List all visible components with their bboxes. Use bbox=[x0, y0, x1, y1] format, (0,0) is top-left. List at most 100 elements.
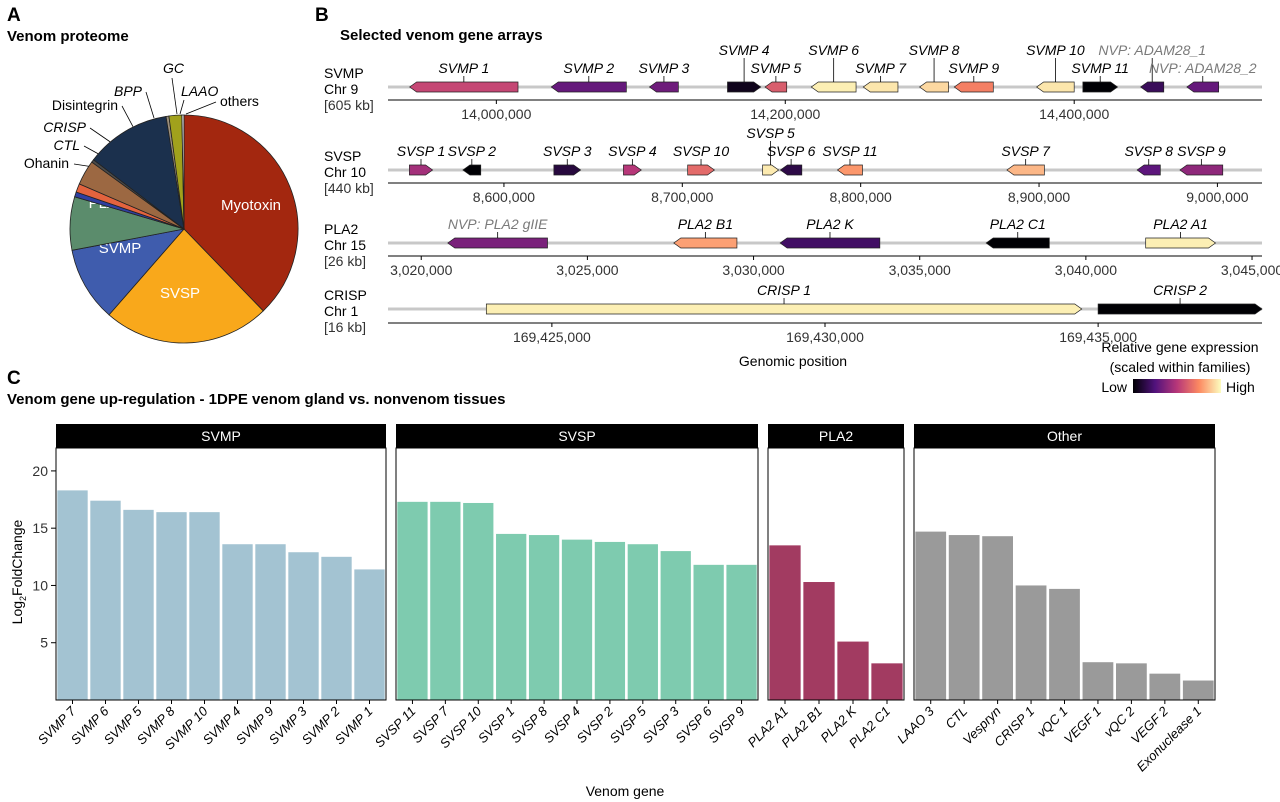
x-tick-label: CTL bbox=[942, 704, 970, 732]
bar-vqc-2 bbox=[1116, 663, 1147, 700]
legend-gradient-bar bbox=[1133, 379, 1221, 393]
gene-label: SVSP 5 bbox=[746, 125, 795, 141]
gene-svsp-5 bbox=[762, 164, 780, 176]
gene-svsp-1 bbox=[409, 164, 434, 176]
bar-svmp-7 bbox=[57, 490, 88, 700]
gene-array-xlabel: Genomic position bbox=[739, 353, 847, 369]
bar-svmp-2 bbox=[321, 556, 352, 700]
gene-label: SVMP 6 bbox=[808, 42, 859, 58]
track-tick-label: 8,700,000 bbox=[651, 189, 713, 205]
gene-label: PLA2 C1 bbox=[990, 216, 1046, 232]
pie-label-ctl: CTL bbox=[54, 137, 80, 153]
gene-label: SVMP 3 bbox=[639, 60, 690, 76]
gene-nvp-adam28-1 bbox=[1140, 81, 1165, 93]
bar-svsp-11 bbox=[397, 501, 428, 700]
gene-label: SVMP 4 bbox=[719, 42, 770, 58]
bar-laao-3 bbox=[915, 531, 947, 700]
track-chromosome: Chr 9 bbox=[324, 81, 358, 97]
panel-label-c: C bbox=[7, 368, 21, 389]
track-name: SVMP bbox=[324, 65, 364, 81]
gene-svmp-6 bbox=[810, 81, 857, 93]
track-tick-label: 14,400,000 bbox=[1039, 106, 1109, 122]
gene-label: SVMP 5 bbox=[750, 60, 801, 76]
facet-strip bbox=[396, 424, 758, 448]
track-name: PLA2 bbox=[324, 221, 358, 237]
gene-svsp-8 bbox=[1136, 164, 1161, 176]
gene-label: SVMP 11 bbox=[1071, 60, 1129, 76]
gene-label: SVSP 2 bbox=[448, 143, 497, 159]
x-tick-label: VEGF 1 bbox=[1061, 704, 1104, 747]
gene-label: CRISP 1 bbox=[757, 282, 811, 298]
pie-title: Venom proteome bbox=[7, 28, 129, 45]
y-tick-label: 10 bbox=[32, 577, 48, 593]
track-size: [605 kb] bbox=[324, 97, 374, 113]
pie-leader-others bbox=[185, 101, 217, 115]
legend-low-label: Low bbox=[1101, 379, 1128, 395]
bar-svmp-1 bbox=[354, 569, 385, 700]
bar-svsp-5 bbox=[627, 544, 658, 700]
bar-svsp-1 bbox=[496, 533, 527, 700]
pie-label-gc: GC bbox=[163, 60, 185, 76]
gene-label: PLA2 A1 bbox=[1153, 216, 1208, 232]
pie-label-svmp: SVMP bbox=[99, 240, 142, 257]
bar-svmp-9 bbox=[255, 544, 286, 700]
gene-label: SVMP 1 bbox=[438, 60, 489, 76]
gene-pla2-c1 bbox=[985, 237, 1050, 249]
pie-label-others: others bbox=[220, 93, 259, 109]
pie-label-svsp: SVSP bbox=[160, 285, 200, 302]
gene-label: PLA2 B1 bbox=[678, 216, 733, 232]
gene-svmp-11 bbox=[1082, 81, 1119, 93]
track-size: [16 kb] bbox=[324, 319, 366, 335]
bar-vegf-2 bbox=[1149, 673, 1181, 700]
legend-title-line1: Relative gene expression bbox=[1101, 339, 1258, 355]
gene-label: SVSP 3 bbox=[543, 143, 592, 159]
pie-slice-bpp bbox=[92, 115, 185, 230]
pie-slice-myotoxin bbox=[183, 114, 299, 312]
bar-svsp-3 bbox=[660, 551, 691, 700]
x-tick-label: SVSP 9 bbox=[705, 704, 747, 746]
bar-chart-title: Venom gene up-regulation - 1DPE venom gl… bbox=[7, 391, 505, 408]
gene-label: SVSP 11 bbox=[822, 143, 877, 159]
gene-label: SVMP 10 bbox=[1026, 42, 1085, 58]
facet-panel-border bbox=[767, 447, 905, 701]
pie-label-crisp: CRISP bbox=[43, 119, 86, 135]
pie-leader-laao bbox=[179, 99, 185, 115]
gene-crisp-1 bbox=[485, 303, 1083, 315]
track-tick-label: 3,020,000 bbox=[390, 262, 452, 278]
gene-label: SVSP 4 bbox=[608, 143, 657, 159]
bar-svsp-4 bbox=[561, 539, 593, 700]
bar-svsp-7 bbox=[430, 501, 461, 700]
gene-label: SVMP 8 bbox=[909, 42, 960, 58]
gene-svmp-9 bbox=[953, 81, 994, 93]
track-tick-label: 3,035,000 bbox=[889, 262, 951, 278]
facet-strip-label: SVSP bbox=[558, 428, 595, 444]
pie-label-myotoxin: Myotoxin bbox=[221, 197, 281, 214]
track-name: SVSP bbox=[324, 148, 361, 164]
track-tick-label: 14,000,000 bbox=[461, 106, 531, 122]
bar-svsp-6 bbox=[693, 564, 724, 700]
facet-strip-label: Other bbox=[1047, 428, 1082, 444]
track-size: [440 kb] bbox=[324, 180, 374, 196]
gene-svmp-8 bbox=[919, 81, 949, 93]
bar-chart-ylabel: Log2FoldChange bbox=[9, 519, 28, 624]
facet-strip-label: PLA2 bbox=[819, 428, 853, 444]
gene-nvp-pla2-giie bbox=[447, 237, 548, 249]
pie-label-bpp: BPP bbox=[114, 83, 143, 99]
track-chromosome: Chr 15 bbox=[324, 237, 366, 253]
bar-svmp-10 bbox=[189, 512, 220, 700]
bar-crisp-1 bbox=[1015, 585, 1047, 700]
x-tick-label: SVSP 11 bbox=[372, 704, 419, 751]
gene-svsp-9 bbox=[1179, 164, 1224, 176]
gene-label: PLA2 K bbox=[806, 216, 854, 232]
track-tick-label: 14,200,000 bbox=[750, 106, 820, 122]
gene-svsp-2 bbox=[462, 164, 482, 176]
track-tick-label: 3,025,000 bbox=[556, 262, 618, 278]
gene-label: SVMP 7 bbox=[855, 60, 907, 76]
pie-slice-others bbox=[181, 114, 185, 230]
